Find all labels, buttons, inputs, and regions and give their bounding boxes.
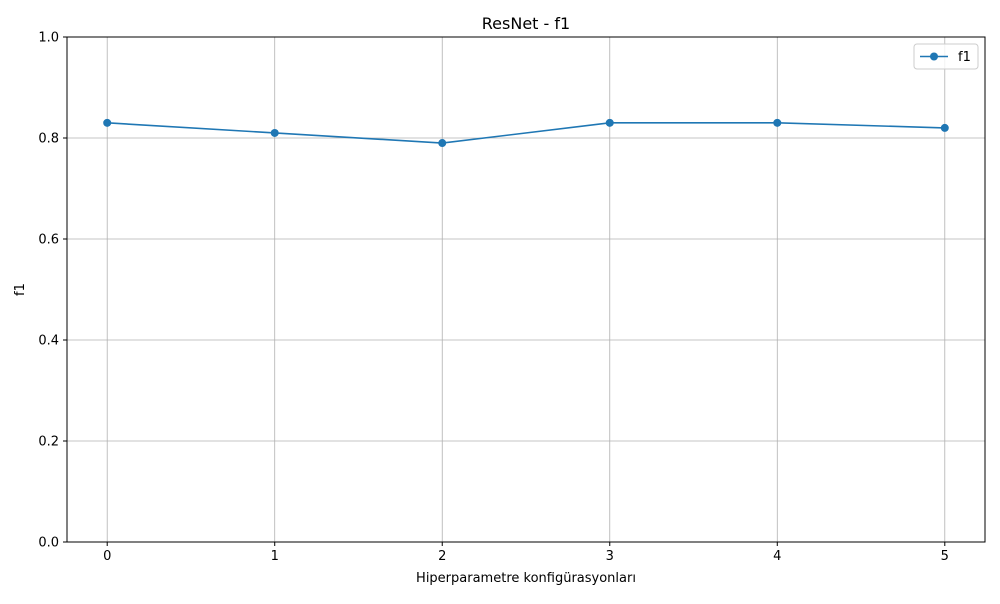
- data-point: [940, 123, 949, 132]
- data-point: [103, 118, 112, 127]
- legend-marker: [930, 52, 938, 61]
- x-tick-label: 3: [606, 549, 614, 564]
- x-tick-label: 0: [103, 549, 111, 564]
- x-tick-label: 4: [773, 549, 781, 564]
- plot-frame: [66, 36, 986, 543]
- y-tick-label: 0.8: [38, 132, 59, 147]
- axis-ticks: 0 1 2 3 4 5 0.0 0.2 0.4 0.6 0.8 1.0: [38, 31, 949, 565]
- y-tick-label: 1.0: [38, 31, 59, 46]
- x-axis-label: Hiperparametre konfigürasyonları: [416, 571, 636, 586]
- series-line: [107, 122, 945, 144]
- x-tick-label: 1: [271, 549, 279, 564]
- x-tick-label: 2: [438, 549, 446, 564]
- legend-label: f1: [958, 50, 971, 65]
- chart-title: ResNet - f1: [482, 14, 570, 33]
- grid: [67, 36, 985, 543]
- y-tick-label: 0.6: [38, 233, 59, 248]
- data-point: [270, 128, 279, 137]
- y-tick-label: 0.0: [38, 536, 59, 551]
- y-tick-label: 0.4: [38, 334, 59, 349]
- legend: f1: [913, 43, 979, 70]
- y-axis-label: f1: [13, 283, 28, 296]
- data-point: [605, 118, 614, 127]
- y-tick-label: 0.2: [38, 435, 59, 450]
- data-point: [438, 139, 447, 148]
- x-tick-label: 5: [941, 549, 949, 564]
- series-layer: [103, 118, 949, 148]
- data-point: [773, 118, 782, 127]
